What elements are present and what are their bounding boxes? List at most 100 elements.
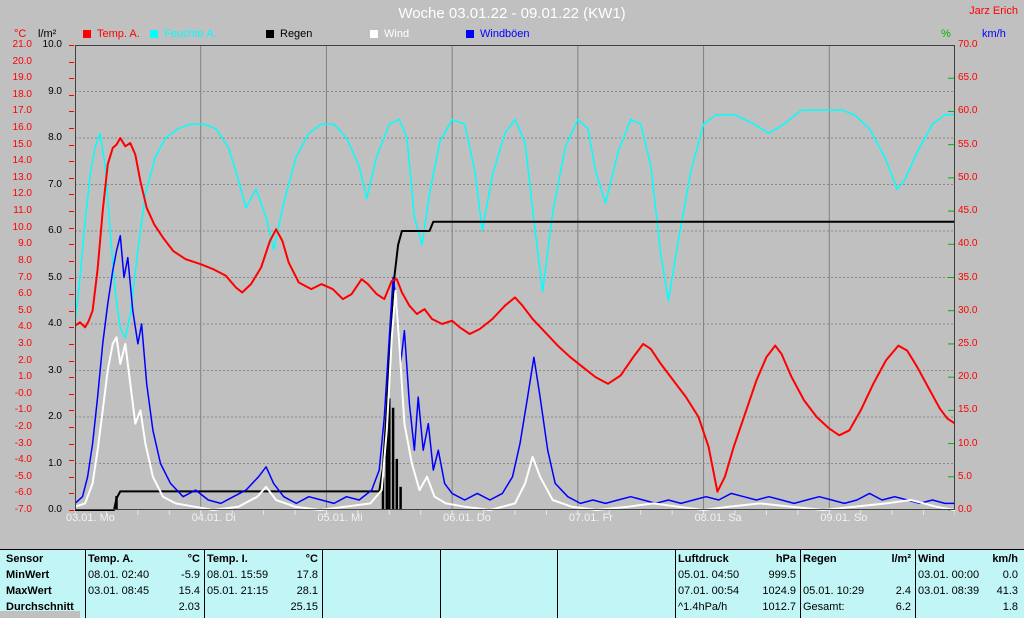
right-axis-unit-wind: km/h	[982, 28, 1006, 40]
legend-label: Temp. A.	[97, 28, 140, 40]
table-corner	[0, 611, 80, 618]
table-cell: 07.01. 00:54	[678, 585, 740, 597]
table-cell: 08.01. 15:59	[207, 569, 269, 581]
table-column-separator	[440, 550, 441, 618]
x-axis-day-label: 09.01. So	[820, 512, 868, 524]
table-cell: Sensor	[6, 553, 44, 565]
temp-axis-tick-label: -3.0	[14, 437, 32, 449]
temp-tick-mark	[69, 111, 74, 113]
wind-axis-tick-label: 25.0	[958, 337, 978, 349]
temp-tick-mark	[69, 476, 74, 478]
wind-axis-tick-label: 70.0	[958, 39, 978, 50]
table-cell: 08.01. 02:40	[88, 569, 150, 581]
table-cell: 6.2	[895, 601, 911, 613]
temp-axis-tick-label: 17.0	[12, 105, 32, 117]
rain-axis-tick-label: 1.0	[48, 457, 62, 469]
table-cell: l/m²	[891, 553, 911, 565]
table-cell: 03.01. 08:45	[88, 585, 150, 597]
wind-axis-tick-label: 35.0	[958, 271, 978, 283]
temp-tick-mark	[69, 294, 74, 296]
legend-item-regen[interactable]: Regen	[266, 28, 312, 40]
x-axis-day-label: 04.01. Di	[191, 512, 236, 524]
temp-axis-tick-label: 4.0	[18, 321, 32, 333]
temp-axis-tick-label: 14.0	[12, 155, 32, 167]
feuchte-a-swatch-icon	[150, 30, 158, 38]
table-cell: °C	[187, 553, 200, 565]
wind-axis-tick-label: 65.0	[958, 72, 978, 84]
table-cell: °C	[305, 553, 318, 565]
legend-item-windboeen[interactable]: Windböen	[466, 28, 530, 40]
series-line-feuchte-a-	[75, 109, 955, 339]
temp-axis-tick-label: -0.0	[14, 387, 32, 399]
temp-tick-mark	[69, 393, 74, 395]
x-axis-day-label: 08.01. Sa	[694, 512, 742, 524]
wind-axis-tick-label: 50.0	[958, 171, 978, 183]
temp-tick-mark	[69, 227, 74, 229]
temp-tick-mark	[69, 360, 74, 362]
legend-label: Regen	[280, 28, 313, 40]
temp-tick-mark	[69, 510, 74, 511]
rain-axis-tick-label: 8.0	[48, 132, 62, 143]
temp-tick-mark	[69, 460, 74, 462]
temp-tick-mark	[69, 410, 74, 412]
table-cell: 0.0	[1002, 569, 1018, 581]
page-title: Woche 03.01.22 - 09.01.22 (KW1)	[398, 5, 626, 22]
table-cell: 03.01. 08:39	[918, 585, 980, 597]
rain-axis-tick-label: 2.0	[48, 411, 62, 422]
temp-axis-tick-label: 20.0	[12, 55, 32, 67]
temp-tick-mark	[69, 327, 74, 329]
temp-tick-mark	[69, 277, 74, 279]
temp-tick-mark	[69, 244, 74, 246]
rain-axis-tick-label: 10.0	[42, 39, 62, 50]
table-cell: 03.01. 00:00	[918, 569, 980, 581]
wind-axis-tick-label: 30.0	[958, 304, 978, 316]
temp-tick-mark	[69, 128, 74, 130]
temp-tick-mark	[69, 177, 74, 179]
legend-item-temp-a[interactable]: Temp. A.	[83, 28, 140, 40]
temp-axis-tick-label: 8.0	[18, 254, 32, 266]
table-column-separator	[85, 550, 86, 618]
temp-a-swatch-icon	[83, 30, 91, 38]
legend-item-wind[interactable]: Wind	[370, 28, 409, 40]
wind-axis-tick-label: 0.0	[958, 504, 972, 515]
wind-axis-tick-label: 5.0	[958, 470, 972, 482]
temp-axis-tick-label: -1.0	[14, 404, 32, 416]
temp-axis-tick-label: 7.0	[18, 271, 32, 283]
right-axis-unit-humidity: %	[941, 28, 951, 40]
legend-item-feuchte-a[interactable]: Feuchte A.	[150, 28, 217, 40]
regen-swatch-icon	[266, 30, 274, 38]
temp-axis-tick-label: 3.0	[18, 337, 32, 349]
temp-axis-tick-label: 21.0	[12, 39, 32, 50]
table-cell: 25.15	[290, 601, 318, 613]
temp-axis-tick-label: 2.0	[18, 354, 32, 366]
temp-tick-mark	[69, 211, 74, 213]
table-cell: -5.9	[181, 569, 200, 581]
temp-tick-mark	[69, 194, 74, 196]
series-line-windb-en	[75, 234, 955, 505]
table-cell: km/h	[992, 553, 1018, 565]
table-cell: Durchschnitt	[6, 601, 74, 613]
x-axis-day-label: 03.01. Mo	[66, 512, 115, 524]
table-cell: 2.4	[895, 585, 911, 597]
x-axis-day-label: 05.01. Mi	[317, 512, 363, 524]
temp-tick-mark	[69, 343, 74, 345]
temp-axis-tick-label: 6.0	[18, 288, 32, 300]
left-axis-unit-rain: l/m²	[38, 28, 57, 40]
legend-label: Feuchte A.	[164, 28, 217, 40]
temp-axis-tick-label: 13.0	[12, 171, 32, 183]
legend-label: Wind	[384, 28, 410, 40]
table-cell: MaxWert	[6, 585, 52, 597]
table-cell: Gesamt:	[803, 601, 845, 613]
temp-tick-mark	[69, 426, 74, 428]
table-cell: 999.5	[768, 569, 796, 581]
table-cell: 1.8	[1002, 601, 1018, 613]
rain-axis-tick-label: 4.0	[48, 318, 62, 329]
table-column-separator	[557, 550, 558, 618]
temp-axis-tick-label: 11.0	[13, 205, 32, 217]
temp-axis-tick-label: 5.0	[18, 304, 32, 316]
table-cell: Wind	[918, 553, 945, 565]
temp-tick-mark	[69, 144, 74, 146]
wind-axis-tick-label: 40.0	[958, 238, 978, 250]
temp-tick-mark	[69, 94, 74, 96]
series-line-wind	[75, 289, 955, 511]
